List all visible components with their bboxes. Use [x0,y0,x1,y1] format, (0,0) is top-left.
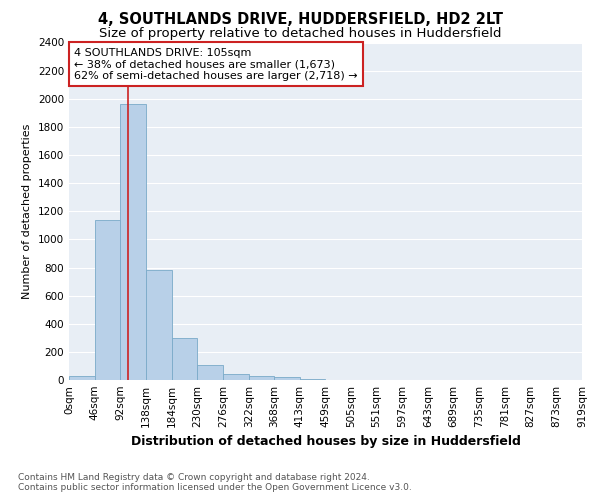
Bar [172,338,197,380]
Bar [223,374,249,380]
Y-axis label: Number of detached properties: Number of detached properties [22,124,32,299]
Bar [121,104,146,380]
Bar [197,365,223,380]
Bar [69,376,95,380]
Text: Size of property relative to detached houses in Huddersfield: Size of property relative to detached ho… [99,28,501,40]
Text: Contains HM Land Registry data © Crown copyright and database right 2024.: Contains HM Land Registry data © Crown c… [18,472,370,482]
Text: 4, SOUTHLANDS DRIVE, HUDDERSFIELD, HD2 2LT: 4, SOUTHLANDS DRIVE, HUDDERSFIELD, HD2 2… [97,12,503,28]
Text: 4 SOUTHLANDS DRIVE: 105sqm
← 38% of detached houses are smaller (1,673)
62% of s: 4 SOUTHLANDS DRIVE: 105sqm ← 38% of deta… [74,48,358,81]
X-axis label: Distribution of detached houses by size in Huddersfield: Distribution of detached houses by size … [131,436,520,448]
Bar [95,220,121,380]
Text: Contains public sector information licensed under the Open Government Licence v3: Contains public sector information licen… [18,482,412,492]
Bar [274,377,300,380]
Bar [249,376,274,380]
Bar [146,270,172,380]
